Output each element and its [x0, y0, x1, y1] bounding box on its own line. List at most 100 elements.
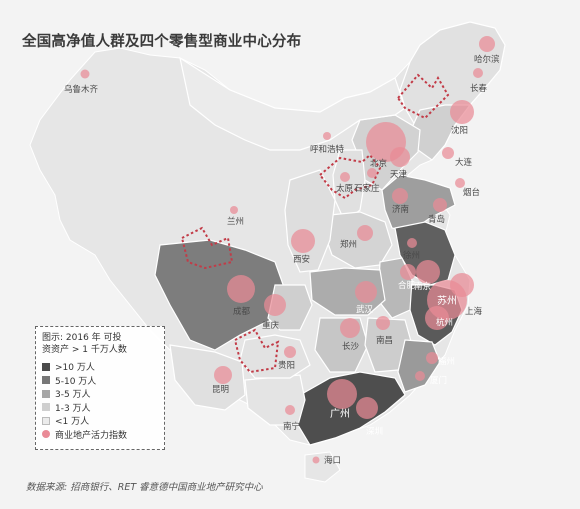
circle-jinan	[392, 188, 408, 204]
city-label-fuzhou: 福州	[438, 356, 455, 367]
retail-center-markers	[180, 73, 450, 374]
legend-item-3-5w: 3-5 万人	[42, 387, 158, 401]
circle-nanjing	[416, 260, 440, 284]
region-sichuan	[154, 239, 286, 351]
city-label-shenzhen: 深圳	[366, 426, 383, 437]
city-label-lanzhou: 兰州	[227, 216, 244, 227]
circle-shenzhen	[356, 397, 378, 419]
legend-title-line2: 资资产 > 1 千万人数	[42, 345, 127, 355]
circle-haikou	[312, 456, 320, 464]
region-inner-mongolia	[179, 56, 406, 151]
legend-title-line1: 图示: 2016 年 可投	[42, 333, 122, 343]
city-label-zhengzhou: 郑州	[340, 239, 357, 250]
city-label-shanghai: 上海	[465, 306, 483, 317]
city-labels: 乌鲁木齐 哈尔滨 长春 沈阳 呼和浩特 北京 天津 大连 太原 石家庄 济南 烟…	[64, 54, 500, 466]
city-label-guangzhou: 广州	[330, 408, 350, 420]
circle-shenyang	[450, 100, 474, 124]
retail-center-west	[180, 226, 234, 270]
region-guangxi	[244, 374, 306, 426]
circle-harbin	[479, 36, 495, 52]
region-guizhou	[239, 334, 311, 379]
city-label-wuhan: 武汉	[356, 304, 374, 315]
activity-circles	[80, 36, 495, 464]
circle-guiyang	[284, 346, 296, 358]
city-label-hohhot: 呼和浩特	[310, 144, 345, 155]
circle-urumqi	[80, 69, 90, 79]
legend-label: 3-5 万人	[55, 390, 91, 401]
city-label-hefei: 合肥	[398, 280, 416, 291]
city-label-urumqi: 乌鲁木齐	[64, 84, 99, 95]
city-label-haikou: 海口	[324, 455, 341, 466]
legend-label: 5-10 万人	[55, 376, 97, 387]
legend-swatch	[42, 376, 50, 385]
circle-lanzhou	[230, 206, 238, 214]
circle-nanning	[285, 405, 295, 415]
legend-swatch	[42, 362, 50, 371]
city-label-shenyang: 沈阳	[451, 125, 468, 136]
circle-wuhan	[355, 281, 377, 303]
circle-hefei	[400, 264, 416, 280]
circle-guangzhou	[327, 379, 357, 409]
city-label-taiyuan: 太原	[336, 183, 353, 194]
region-yunnan	[169, 344, 246, 411]
circle-nanchang	[376, 316, 390, 330]
circle-hangzhou	[425, 306, 449, 330]
circle-chengdu	[227, 275, 255, 303]
city-label-changchun: 长春	[470, 83, 488, 94]
city-label-dalian: 大连	[455, 157, 473, 168]
map-legend: 图示: 2016 年 可投 资资产 > 1 千万人数 >10 万人 5-10 万…	[35, 326, 165, 450]
legend-item-under-1w: <1 万人	[42, 414, 158, 428]
legend-item-1-3w: 1-3 万人	[42, 401, 158, 415]
circle-qingdao	[433, 198, 447, 212]
circle-hohhot	[323, 132, 331, 140]
retail-center-southwest	[233, 328, 280, 374]
city-label-nanning: 南宁	[283, 421, 300, 432]
legend-title: 图示: 2016 年 可投 资资产 > 1 千万人数	[42, 332, 158, 356]
legend-swatch	[42, 403, 50, 412]
region-hubei	[309, 267, 386, 316]
legend-label: <1 万人	[55, 417, 90, 428]
legend-swatch	[42, 389, 50, 398]
circle-xiamen	[415, 371, 425, 381]
circle-fuzhou	[426, 352, 438, 364]
legend-label: 商业地产活力指数	[55, 430, 128, 441]
circle-shijiazhuang	[367, 168, 377, 178]
city-label-kunming: 昆明	[212, 385, 229, 395]
city-label-jinan: 济南	[392, 204, 409, 215]
city-label-changsha: 长沙	[342, 341, 360, 352]
legend-item-5-10w: 5-10 万人	[42, 374, 158, 388]
circle-taiyuan	[340, 172, 350, 182]
legend-label: 1-3 万人	[55, 403, 91, 414]
retail-center-jingjinji	[318, 153, 382, 200]
legend-dot-icon	[42, 430, 50, 439]
city-label-suzhou: 苏州	[437, 294, 457, 307]
circle-changchun	[473, 68, 483, 78]
city-label-guiyang: 贵阳	[278, 360, 295, 371]
legend-item-activity-index: 商业地产活力指数	[42, 428, 158, 442]
circle-xuzhou	[407, 238, 417, 248]
circle-tianjin	[390, 147, 410, 167]
city-label-xuzhou: 徐州	[403, 250, 420, 261]
circle-chongqing	[264, 294, 286, 316]
legend-item-over-10w: >10 万人	[42, 360, 158, 374]
retail-center-northeast	[396, 73, 450, 120]
city-label-nanchang: 南昌	[376, 335, 393, 346]
city-label-chongqing: 重庆	[262, 320, 280, 331]
city-label-xian: 西安	[293, 254, 310, 265]
city-label-beijing: 北京	[370, 158, 387, 169]
circle-shanghai	[450, 273, 474, 297]
circle-kunming	[214, 366, 232, 384]
circle-xian	[291, 229, 315, 253]
city-label-nanjing: 南京	[414, 281, 431, 292]
city-label-shijiazhuang: 石家庄	[354, 183, 380, 194]
city-label-harbin: 哈尔滨	[474, 54, 500, 65]
city-label-chengdu: 成都	[233, 306, 251, 317]
region-guangdong	[297, 371, 406, 446]
data-source: 数据来源: 招商银行、RET 睿意德中国商业地产研究中心	[26, 482, 263, 493]
city-label-qingdao: 青岛	[428, 214, 445, 225]
legend-swatch	[42, 416, 50, 425]
circle-zhengzhou	[357, 225, 373, 241]
circle-yantai	[455, 178, 465, 188]
